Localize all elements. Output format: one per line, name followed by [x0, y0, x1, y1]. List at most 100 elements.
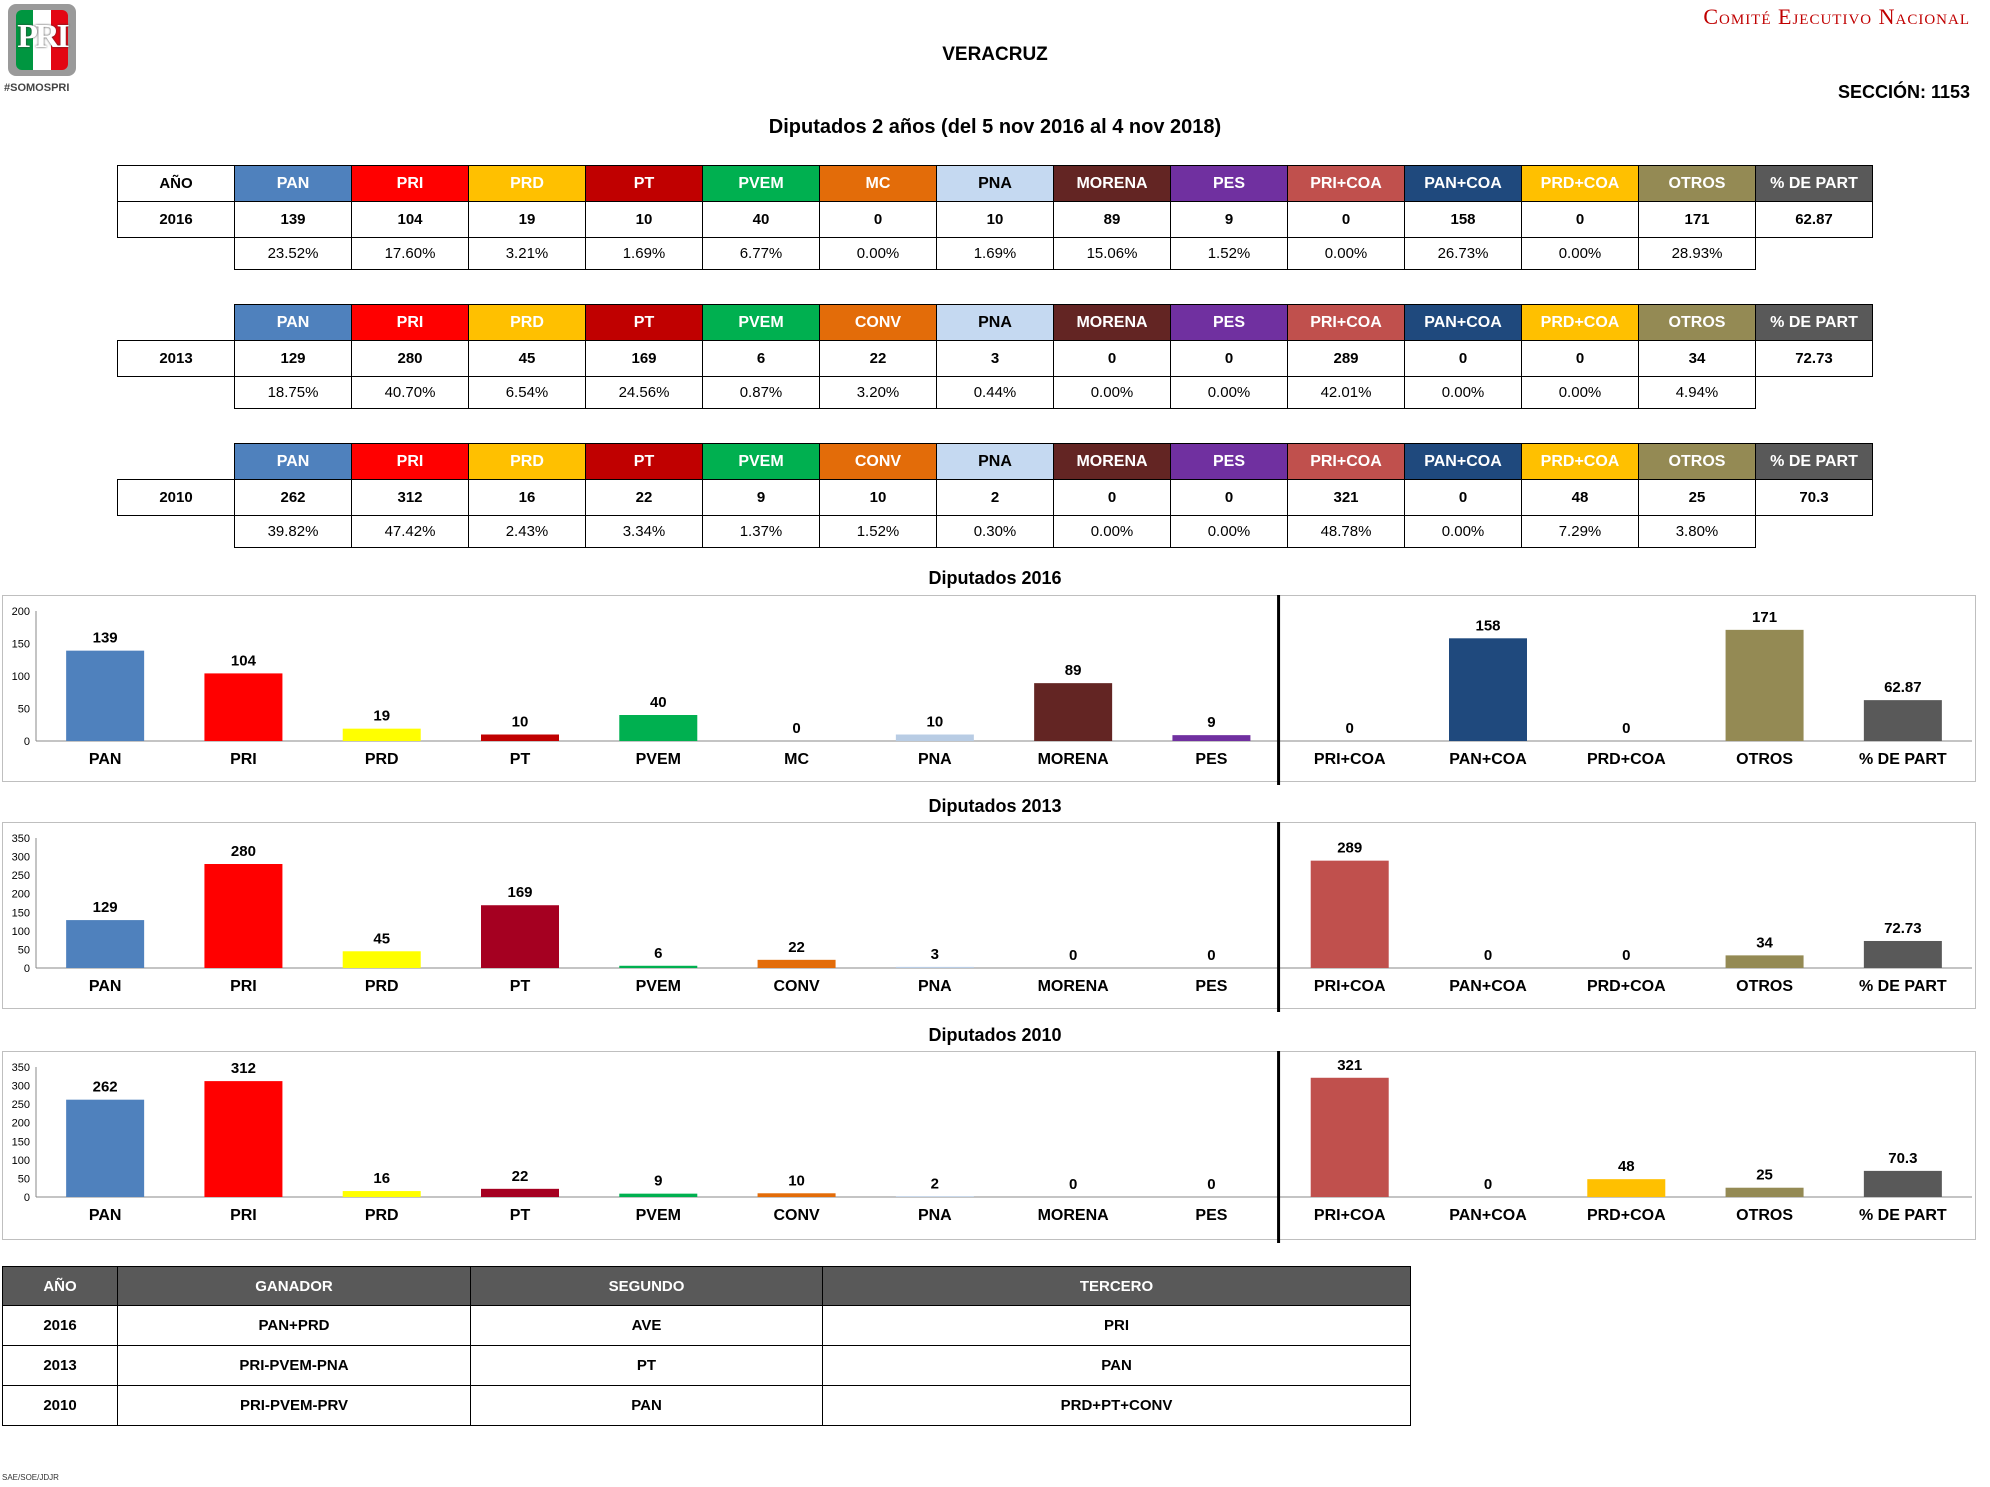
category-label: PRD+COA	[1587, 978, 1666, 995]
vote-value-cell: 9	[702, 479, 820, 516]
party-header-prd: PRD	[468, 165, 586, 202]
category-label: PRI+COA	[1314, 1207, 1386, 1224]
vote-value-cell: 22	[819, 340, 937, 377]
vote-percent-cell: 39.82%	[234, 515, 352, 548]
winners-cell: PRI-PVEM-PNA	[117, 1345, 471, 1386]
empty-cell	[118, 377, 235, 409]
vote-percent-cell: 47.42%	[351, 515, 469, 548]
party-header-pvem: PVEM	[702, 165, 820, 202]
bar-pna	[895, 734, 974, 741]
winners-cell: PRI	[822, 1305, 1411, 1346]
vote-percent-cell: 3.80%	[1638, 515, 1756, 548]
footer-code: SAE/SOE/JDJR	[2, 1473, 59, 1482]
category-label: PAN+COA	[1449, 751, 1527, 768]
bar-pvem	[619, 965, 698, 968]
vote-value-cell: 89	[1053, 201, 1171, 238]
party-header-prd-plus-coa: PRD+COA	[1521, 165, 1639, 202]
vote-value-cell: 129	[234, 340, 352, 377]
y-tick-label: 0	[24, 963, 30, 975]
winners-cell: PT	[470, 1345, 823, 1386]
vote-percent-cell: 0.00%	[1521, 376, 1639, 409]
bar-pna	[895, 1196, 974, 1197]
party-header-pvem: PVEM	[702, 304, 820, 341]
category-label: MORENA	[1038, 1207, 1110, 1224]
y-tick-label: 200	[12, 1118, 30, 1130]
vote-percent-cell: 28.93%	[1638, 237, 1756, 270]
data-label: 10	[512, 714, 529, 731]
party-header-mc: MC	[819, 165, 937, 202]
category-label: PRD+COA	[1587, 1207, 1666, 1224]
party-header-pan-plus-coa: PAN+COA	[1404, 443, 1522, 480]
category-label: MORENA	[1038, 751, 1110, 768]
vote-percent-cell: 24.56%	[585, 376, 703, 409]
data-label: 16	[373, 1170, 390, 1187]
data-label: 171	[1752, 609, 1777, 626]
bar-pan-plus-coa	[1449, 638, 1527, 741]
y-tick-label: 100	[12, 926, 30, 938]
year-cell: 2013	[117, 340, 235, 377]
vote-value-cell: 158	[1404, 201, 1522, 238]
category-label: % DE PART	[1859, 1207, 1947, 1224]
party-header-pt: PT	[585, 304, 703, 341]
party-header-prd: PRD	[468, 443, 586, 480]
data-label: 0	[1207, 947, 1215, 964]
vote-percent-cell: 4.94%	[1638, 376, 1756, 409]
chart-frame	[2, 1051, 1976, 1240]
y-tick-label: 200	[12, 606, 30, 618]
vote-value-cell: 0	[1404, 479, 1522, 516]
bar-pan	[66, 650, 145, 741]
category-label: PAN+COA	[1449, 1207, 1527, 1224]
y-tick-label: 350	[12, 833, 30, 845]
data-label: 129	[93, 899, 118, 916]
data-label: 321	[1337, 1057, 1362, 1074]
vote-percent-cell: 48.78%	[1287, 515, 1405, 548]
vote-value-cell: 139	[234, 201, 352, 238]
data-label: 22	[512, 1168, 529, 1185]
vote-value-cell: 72.73	[1755, 340, 1873, 377]
vote-value-cell: 104	[351, 201, 469, 238]
table-percent-row: 39.82% 47.42% 2.43% 3.34% 1.37% 1.52% 0.30% 0.0…	[118, 515, 1873, 548]
bar-pct-de-part	[1863, 700, 1942, 741]
vote-value-cell: 0	[1170, 479, 1288, 516]
vote-percent-cell: 2.43%	[468, 515, 586, 548]
table-header-row: PAN PRI PRD PT PVEM CONV PNA MORENA PES PRI+COA PA…	[118, 304, 1873, 341]
data-label: 169	[507, 884, 532, 901]
winners-header-a-o: AÑO	[2, 1266, 118, 1306]
category-label: OTROS	[1736, 1207, 1793, 1224]
category-label: PRI	[230, 978, 257, 995]
bar-pri-plus-coa	[1310, 1077, 1389, 1197]
winners-cell: 2016	[2, 1305, 118, 1346]
vote-percent-cell: 0.00%	[1053, 376, 1171, 409]
winners-cell: PAN+PRD	[117, 1305, 471, 1346]
vote-percent-cell: 18.75%	[234, 376, 352, 409]
chart-frame	[2, 595, 1976, 782]
y-tick-label: 250	[12, 870, 30, 882]
party-header-pes: PES	[1170, 304, 1288, 341]
vote-percent-cell: 1.37%	[702, 515, 820, 548]
y-tick-label: 300	[12, 852, 30, 864]
table-percent-row: 23.52% 17.60% 3.21% 1.69% 6.77% 0.00% 1.69% 15.…	[118, 237, 1873, 270]
data-label: 10	[788, 1172, 805, 1189]
vote-percent-cell: 1.52%	[819, 515, 937, 548]
category-label: PRD	[365, 751, 399, 768]
table-percent-row: 18.75% 40.70% 6.54% 24.56% 0.87% 3.20% 0.44% 0.…	[118, 376, 1873, 409]
section-number: SECCIÓN: 1153	[1837, 82, 1970, 102]
bar-pt	[481, 1188, 559, 1197]
bar-pt	[481, 905, 559, 968]
data-label: 0	[1207, 1176, 1215, 1193]
category-label: PT	[510, 751, 531, 768]
y-tick-label: 250	[12, 1099, 30, 1111]
category-label: PNA	[918, 978, 952, 995]
bar-pes	[1172, 735, 1251, 741]
vote-value-cell: 34	[1638, 340, 1756, 377]
data-label: 312	[231, 1060, 256, 1077]
category-label: PNA	[918, 751, 952, 768]
category-label: % DE PART	[1859, 751, 1947, 768]
party-header-pct-de-part: % DE PART	[1755, 304, 1873, 341]
bar-conv	[757, 959, 836, 968]
winners-cell: PAN	[470, 1385, 823, 1426]
bar-pt	[481, 734, 559, 741]
data-label: 2	[931, 1175, 939, 1192]
winners-cell: 2010	[2, 1385, 118, 1426]
data-label: 0	[1484, 1176, 1492, 1193]
